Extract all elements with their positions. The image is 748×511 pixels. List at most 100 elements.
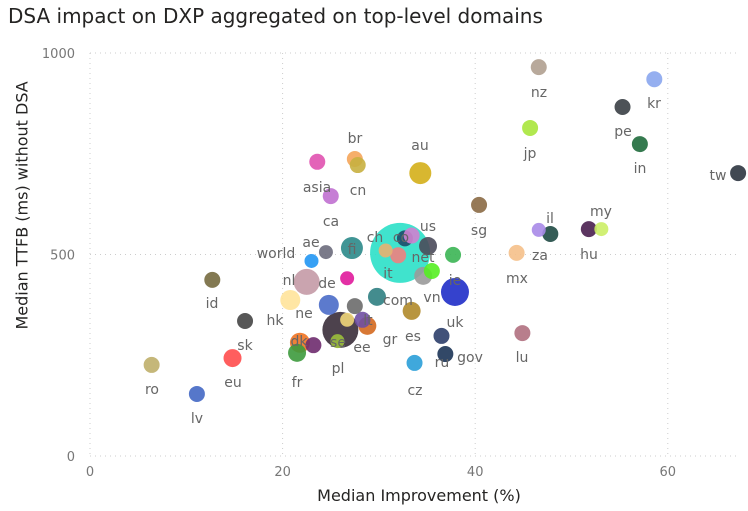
data-label-net: net bbox=[412, 250, 435, 266]
data-label-lu: lu bbox=[516, 350, 529, 366]
data-point-gr bbox=[346, 298, 363, 315]
data-point-tw bbox=[730, 165, 747, 182]
data-label-id: id bbox=[206, 296, 219, 312]
x-tick-label: 60 bbox=[660, 465, 677, 480]
data-point-sg bbox=[471, 196, 488, 213]
data-label-fi: fi bbox=[348, 242, 357, 258]
data-label-se: se bbox=[330, 335, 346, 351]
data-point-pl bbox=[330, 334, 345, 349]
x-tick-label: 40 bbox=[467, 465, 484, 480]
data-point-mx bbox=[508, 244, 525, 261]
data-label-ie: ie bbox=[449, 273, 462, 289]
data-point-com bbox=[367, 287, 386, 306]
data-label-tw: tw bbox=[710, 168, 727, 184]
data-label-pe: pe bbox=[614, 124, 632, 140]
data-label-au: au bbox=[411, 138, 428, 154]
data-label-cz: cz bbox=[407, 383, 422, 399]
data-point-id bbox=[204, 271, 221, 288]
data-label-nl: nl bbox=[283, 273, 296, 289]
data-label-uk: uk bbox=[447, 315, 465, 331]
data-point-jp bbox=[522, 119, 539, 136]
data-label-asia: asia bbox=[303, 180, 331, 196]
data-label-us: us bbox=[420, 219, 436, 235]
data-label-ru: ru bbox=[435, 355, 450, 371]
data-point-world bbox=[304, 253, 319, 268]
x-tick-label: 20 bbox=[274, 465, 291, 480]
x-axis-label: Median Improvement (%) bbox=[317, 486, 521, 505]
data-label-de: de bbox=[318, 276, 336, 292]
y-tick-label: 1000 bbox=[42, 47, 75, 62]
data-label-hk: hk bbox=[267, 313, 285, 329]
data-point-ro bbox=[143, 356, 160, 373]
data-point-gov bbox=[437, 346, 454, 363]
data-label-ae: ae bbox=[302, 235, 319, 251]
data-point bbox=[318, 294, 339, 315]
data-point-ie bbox=[445, 246, 462, 263]
data-point-il bbox=[542, 225, 559, 242]
data-point-se bbox=[340, 312, 355, 327]
data-point-us bbox=[419, 237, 438, 256]
data-label-ee: ee bbox=[353, 340, 370, 356]
data-label-co: co bbox=[393, 230, 409, 246]
data-label-br: br bbox=[348, 131, 363, 147]
data-point-es bbox=[402, 301, 421, 320]
data-point-lv bbox=[188, 385, 205, 402]
data-point-pe bbox=[614, 99, 631, 116]
data-point-uk bbox=[440, 277, 469, 306]
y-tick-label: 0 bbox=[67, 450, 75, 465]
data-point-cn bbox=[349, 157, 366, 174]
data-label-lv: lv bbox=[191, 411, 203, 427]
data-point-asia bbox=[309, 153, 326, 170]
data-label-hu: hu bbox=[580, 247, 598, 263]
data-label-jp: jp bbox=[523, 146, 537, 162]
data-label-it: it bbox=[383, 266, 393, 282]
data-point-kr bbox=[646, 71, 663, 88]
data-label-gr: gr bbox=[383, 332, 398, 348]
chart-title: DSA impact on DXP aggregated on top-leve… bbox=[8, 4, 543, 28]
data-label-ne: ne bbox=[295, 306, 313, 322]
data-label-ch: ch bbox=[367, 230, 384, 246]
data-label-gov: gov bbox=[457, 350, 483, 366]
data-point-my bbox=[594, 222, 609, 237]
data-point-au bbox=[409, 162, 432, 185]
data-label-es: es bbox=[405, 329, 421, 345]
data-label-in: in bbox=[634, 161, 647, 177]
data-point bbox=[403, 227, 420, 244]
data-label-pl: pl bbox=[332, 361, 345, 377]
data-point-ae bbox=[318, 245, 333, 260]
data-point-nl bbox=[293, 268, 320, 295]
data-point-ca bbox=[322, 188, 339, 205]
data-label-com: com bbox=[383, 293, 413, 309]
data-label-il: il bbox=[546, 211, 554, 227]
data-point-ch bbox=[378, 243, 393, 258]
data-label-za: za bbox=[532, 248, 548, 264]
y-tick-label: 500 bbox=[50, 249, 75, 264]
data-label-sg: sg bbox=[471, 223, 487, 239]
data-point bbox=[340, 271, 355, 286]
data-label-dk: dk bbox=[291, 334, 309, 350]
data-point-sk bbox=[237, 312, 254, 329]
data-point-lu bbox=[514, 325, 531, 342]
data-point bbox=[390, 247, 407, 264]
data-label-ca: ca bbox=[323, 214, 339, 230]
data-point-cz bbox=[406, 354, 423, 371]
data-point-fi bbox=[340, 237, 363, 260]
data-point-ee bbox=[354, 311, 371, 328]
data-point-vn bbox=[423, 263, 440, 280]
data-label-sk: sk bbox=[237, 338, 253, 354]
data-point-in bbox=[631, 136, 648, 153]
data-label-world: world bbox=[257, 246, 296, 262]
data-point-ne bbox=[305, 337, 322, 354]
data-point-fr bbox=[288, 343, 307, 362]
data-point-za bbox=[531, 222, 546, 237]
data-point-ru bbox=[433, 327, 450, 344]
data-label-cn: cn bbox=[350, 183, 367, 199]
data-label-lt: lt bbox=[363, 313, 373, 329]
data-label-vn: vn bbox=[423, 290, 440, 306]
data-label-my: my bbox=[590, 204, 612, 220]
data-label-mx: mx bbox=[506, 271, 528, 287]
data-point-nz bbox=[530, 59, 547, 76]
data-label-kr: kr bbox=[647, 96, 661, 112]
